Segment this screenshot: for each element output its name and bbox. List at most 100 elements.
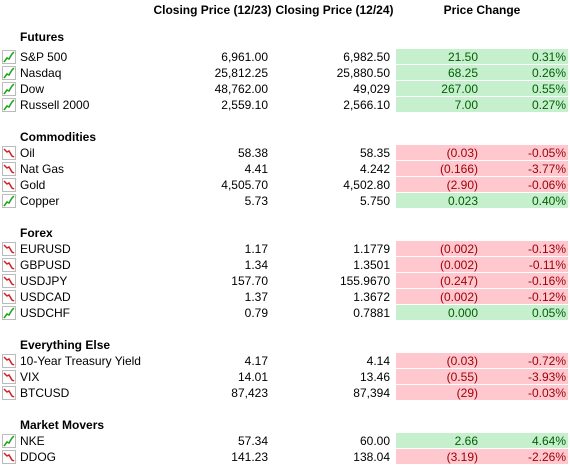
close-price: 2,559.10	[221, 98, 268, 112]
icon-svg	[2, 258, 16, 272]
price-change: (0.55)	[446, 370, 478, 384]
price-change: (0.03)	[446, 354, 478, 368]
trend-icon	[2, 386, 16, 400]
close-price: 14.01	[237, 370, 268, 384]
price-change: (0.247)	[439, 274, 478, 288]
close-price: 25,812.25	[214, 66, 268, 80]
row-name: Copper	[20, 194, 60, 208]
trend-icon	[2, 178, 16, 192]
row-name: NKE	[20, 434, 45, 448]
change-cell-bg	[396, 289, 568, 304]
change-cell-bg	[396, 353, 568, 368]
close-price: 138.04	[353, 450, 390, 464]
section-title: Commodities	[20, 130, 97, 144]
trend-icon	[2, 194, 16, 208]
trend-icon	[2, 306, 16, 320]
change-cell-bg	[396, 161, 568, 176]
column-header: Price Change	[443, 3, 521, 17]
percent-change: -2.26%	[527, 450, 566, 464]
close-price: 87,423	[231, 386, 268, 400]
trend-icon	[2, 290, 16, 304]
price-change: (0.03)	[446, 146, 478, 160]
row-name: Oil	[20, 146, 35, 160]
icon-svg	[2, 242, 16, 256]
trend-icon	[2, 258, 16, 272]
close-price: 4,505.70	[221, 178, 268, 192]
close-price: 1.17	[244, 242, 268, 256]
close-price: 4.17	[244, 354, 268, 368]
percent-change: 0.40%	[531, 194, 566, 208]
percent-change: -3.77%	[527, 162, 566, 176]
row-name: USDCAD	[20, 290, 71, 304]
close-price: 1.34	[244, 258, 268, 272]
trend-icon	[2, 66, 16, 80]
icon-svg	[2, 290, 16, 304]
price-change: 0.023	[447, 194, 478, 208]
trend-icon	[2, 50, 16, 64]
percent-change: -0.16%	[527, 274, 566, 288]
close-price: 57.34	[237, 434, 268, 448]
price-change: 2.66	[454, 434, 478, 448]
trend-icon	[2, 370, 16, 384]
icon-svg	[2, 146, 16, 160]
close-price: 1.1779	[353, 242, 390, 256]
row-name: Gold	[20, 178, 46, 192]
change-cell-bg	[396, 193, 568, 208]
close-price: 1.3672	[353, 290, 390, 304]
row-name: USDCHF	[20, 306, 70, 320]
row-name: S&P 500	[20, 50, 68, 64]
close-price: 60.00	[359, 434, 390, 448]
close-price: 4.242	[359, 162, 390, 176]
change-cell-bg	[396, 145, 568, 160]
close-price: 13.46	[359, 370, 390, 384]
close-price: 87,394	[353, 386, 390, 400]
row-name: DDOG	[20, 450, 56, 464]
percent-change: -0.06%	[527, 178, 566, 192]
section-title: Market Movers	[20, 418, 105, 432]
close-price: 1.37	[244, 290, 268, 304]
icon-svg	[2, 50, 16, 64]
price-change: 21.50	[447, 50, 478, 64]
icon-svg	[2, 274, 16, 288]
row-name: BTCUSD	[20, 386, 70, 400]
row-name: Nat Gas	[20, 162, 65, 176]
close-price: 58.38	[237, 146, 268, 160]
price-change: 7.00	[454, 98, 478, 112]
change-cell-bg	[396, 369, 568, 384]
close-price: 0.79	[244, 306, 268, 320]
percent-change: -0.13%	[527, 242, 566, 256]
percent-change: 0.55%	[531, 82, 566, 96]
percent-change: -0.03%	[527, 386, 566, 400]
close-price: 5.750	[359, 194, 390, 208]
price-change: (0.002)	[439, 242, 478, 256]
trend-icon	[2, 434, 16, 448]
icon-svg	[2, 354, 16, 368]
section-title: Everything Else	[20, 338, 111, 352]
change-cell-bg	[396, 65, 568, 80]
price-change: 267.00	[441, 82, 478, 96]
price-change: (0.166)	[439, 162, 478, 176]
close-price: 0.7881	[353, 306, 390, 320]
change-cell-bg	[396, 305, 568, 320]
percent-change: 0.26%	[531, 66, 566, 80]
percent-change: 0.27%	[531, 98, 566, 112]
percent-change: 0.05%	[531, 306, 566, 320]
icon-svg	[2, 178, 16, 192]
percent-change: -0.12%	[527, 290, 566, 304]
icon-svg	[2, 386, 16, 400]
close-price: 48,762.00	[214, 82, 268, 96]
close-price: 157.70	[231, 274, 268, 288]
price-change: 68.25	[447, 66, 478, 80]
close-price: 25,880.50	[336, 66, 390, 80]
change-cell-bg	[396, 81, 568, 96]
change-cell-bg	[396, 49, 568, 64]
percent-change: -0.05%	[527, 146, 566, 160]
close-price: 4,502.80	[343, 178, 390, 192]
percent-change: 0.31%	[531, 50, 566, 64]
trend-icon	[2, 146, 16, 160]
trend-icon	[2, 98, 16, 112]
icon-svg	[2, 66, 16, 80]
trend-icon	[2, 162, 16, 176]
percent-change: -0.72%	[527, 354, 566, 368]
change-cell-bg	[396, 97, 568, 112]
